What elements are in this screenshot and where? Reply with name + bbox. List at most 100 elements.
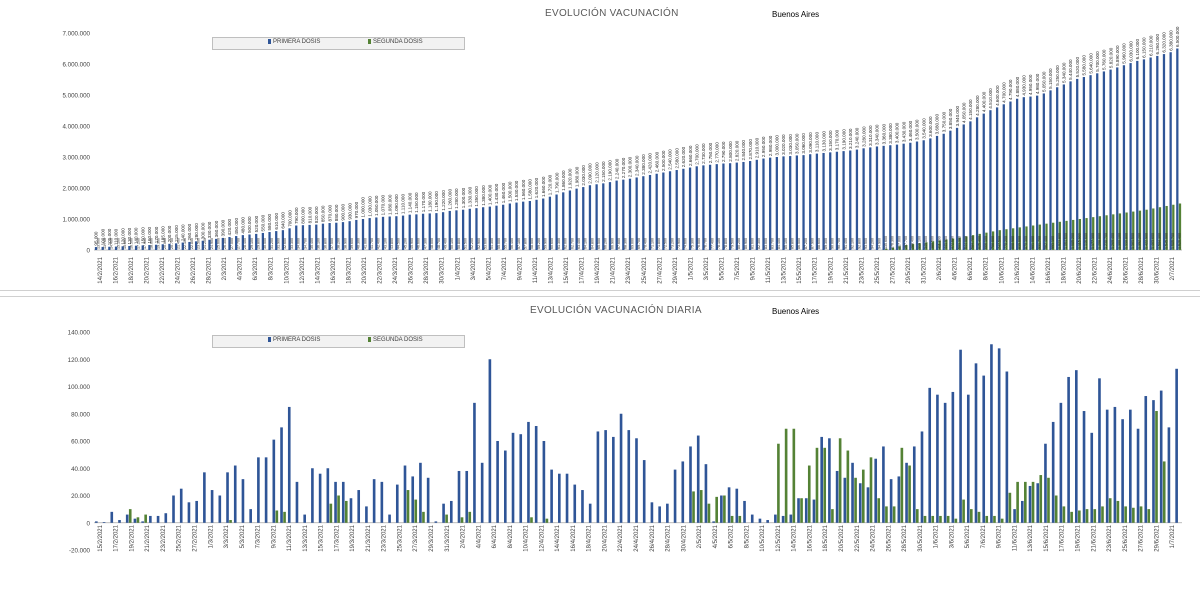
chart-subtitle: Buenos Aires [772,10,820,19]
bar-primera-dosis [929,138,932,250]
bar-primera-dosis [361,219,365,250]
bar-primera-dosis [1015,98,1019,250]
bar-primera-dosis [989,110,992,250]
x-tick-label: 24/4/2021 [634,524,640,551]
y-tick-label: 60.000 [71,439,90,446]
x-tick-label: 9/5/2021 [751,256,757,280]
bar-primera-dosis [264,457,268,523]
data-label-primera: 1.620.000 [534,177,539,198]
cumulative-bar-chart: 0 1.000.000 2.000.000 3.000.000 4.000.000 5.0… [62,26,1182,284]
data-label-primera: 120.000 [120,228,125,245]
bar-primera-dosis [565,473,569,523]
bar-primera-dosis [365,506,368,523]
data-label-primera: 800.000 [301,207,306,224]
y-tick-label: 2.000.000 [62,186,90,193]
y-tick-label: 7.000.000 [62,31,90,38]
bar-primera-dosis [828,438,831,523]
x-tick-label: 15/3/2021 [319,524,325,551]
bar-primera-dosis [527,421,530,523]
bar-primera-dosis [434,521,438,523]
x-tick-label: 25/6/2021 [1123,524,1129,551]
bar-segunda-dosis [991,231,995,250]
bar-primera-dosis [695,166,698,250]
x-tick-label: 30/5/2021 [918,524,924,551]
x-tick-label: 14/5/2021 [792,524,798,551]
data-label-primera: 3.360.000 [881,123,886,144]
bar-primera-dosis [949,130,952,250]
bar-segunda-dosis [971,235,975,250]
data-label-primera: 6.150.000 [1142,37,1147,58]
bar-primera-dosis [1113,406,1117,523]
x-tick-label: 7/6/2021 [981,524,987,548]
data-label-segunda: 58.500 [530,238,534,249]
bar-primera-dosis [482,207,485,250]
bar-primera-dosis [897,476,901,523]
y-tick-label: 0 [87,520,91,527]
data-label-primera: 2.090.000 [588,163,593,184]
bar-primera-dosis [161,244,164,250]
bar-primera-dosis [349,498,353,523]
data-label-segunda: 13.700 [103,238,107,249]
bar-segunda-dosis [1058,221,1061,250]
bar-primera-dosis [582,187,585,250]
data-label-primera: 3.380.000 [888,123,893,144]
data-label-primera: 6.210.000 [1148,35,1153,56]
bar-primera-dosis [789,156,792,250]
data-label-primera: 4.050.000 [961,102,966,123]
bar-primera-dosis [1142,59,1146,250]
data-label-primera: 1.110.000 [401,194,406,215]
bar-segunda-dosis [823,447,827,523]
data-label-primera: 3.430.000 [901,121,906,142]
data-label-segunda: 71.800 [657,238,661,249]
bar-primera-dosis [495,205,498,250]
bar-primera-dosis [974,363,978,523]
x-tick-label: 18/5/2021 [823,524,829,551]
y-tick-label: 100.000 [68,384,91,391]
bar-primera-dosis [720,495,723,523]
x-tick-label: 18/4/2021 [587,524,593,551]
x-tick-label: 23/6/2021 [1107,524,1113,551]
bar-primera-dosis [395,216,398,250]
data-label-primera: 200.000 [167,225,172,242]
x-tick-label: 29/4/2021 [673,256,679,283]
bar-segunda-dosis [792,428,796,523]
bar-segunda-dosis [905,245,908,250]
data-label-primera: 3.400.000 [895,122,900,143]
data-label-segunda: 1.463.600 [1151,233,1155,249]
data-label-primera: 700.000 [287,210,292,227]
bar-primera-dosis [1096,73,1099,250]
bar-primera-dosis [573,484,577,523]
bar-segunda-dosis [838,438,842,523]
bar-primera-dosis [241,479,245,523]
data-label-segunda: 20.700 [170,238,174,249]
x-tick-label: 26/6/2021 [1124,256,1130,283]
bar-primera-dosis [1044,443,1047,523]
x-tick-label: 27/3/2021 [413,524,419,551]
x-tick-label: 19/2/2021 [129,524,135,551]
x-tick-label: 22/6/2021 [1093,256,1099,283]
data-label-segunda: 92.800 [857,238,861,249]
x-tick-label: 3/3/2021 [224,524,230,548]
data-label-primera: 5.700.000 [1095,51,1100,72]
bar-primera-dosis [114,246,118,250]
data-label-segunda: 29.100 [250,238,254,249]
data-label-segunda: 13.000 [96,238,100,249]
bar-primera-dosis [1098,378,1101,523]
data-label-segunda: 21.400 [176,238,180,249]
data-label-primera: 4.700.000 [1001,82,1006,103]
data-label-segunda: 66.900 [610,238,614,249]
data-label-segunda: 16.500 [130,238,134,249]
data-label-primera: 5.580.000 [1082,55,1087,76]
x-tick-label: 27/5/2021 [890,256,896,283]
bar-segunda-dosis [715,496,718,523]
bar-primera-dosis [194,241,198,250]
data-label-primera: 6.380.000 [1168,30,1173,51]
legend-label-segunda: SEGUNDA DOSIS [373,337,423,344]
bar-primera-dosis [428,213,431,250]
x-tick-label: 21/2/2021 [145,524,151,551]
bar-primera-dosis [315,224,318,250]
data-label-primera: 820.000 [314,206,319,223]
bar-segunda-dosis [1008,492,1012,523]
x-tick-label: 7/4/2021 [502,256,508,280]
data-label-segunda: 35.400 [310,238,314,249]
